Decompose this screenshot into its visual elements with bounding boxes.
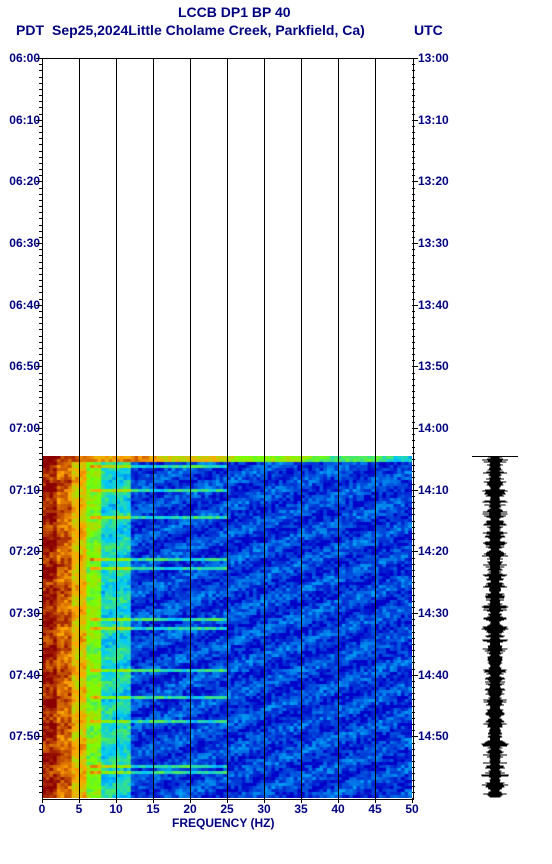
x-tick-label: 0: [32, 802, 52, 816]
x-tick-label: 20: [180, 802, 200, 816]
y-left-tick-label: 06:40: [0, 298, 40, 312]
y-right-tick-label: 14:20: [418, 544, 458, 558]
y-left-tick-label: 07:20: [0, 544, 40, 558]
chart-title-tz-left: PDT: [16, 22, 44, 38]
y-left-tick-label: 07:50: [0, 729, 40, 743]
y-left-tick-label: 07:30: [0, 606, 40, 620]
y-left-tick-label: 07:10: [0, 483, 40, 497]
chart-title-tz-right: UTC: [414, 22, 443, 38]
spectrogram-plot-area: [42, 58, 414, 800]
x-tick-label: 15: [143, 802, 163, 816]
x-tick-label: 45: [365, 802, 385, 816]
y-right-tick-label: 13:00: [418, 51, 458, 65]
chart-title-location: Sep25,2024Little Cholame Creek, Parkfiel…: [52, 22, 365, 38]
y-right-tick-label: 13:20: [418, 174, 458, 188]
waveform-trace: [480, 456, 510, 798]
y-left-tick-label: 06:30: [0, 236, 40, 250]
y-right-tick-label: 14:10: [418, 483, 458, 497]
y-right-tick-label: 13:50: [418, 359, 458, 373]
y-right-tick-label: 14:00: [418, 421, 458, 435]
x-tick-label: 25: [217, 802, 237, 816]
y-left-tick-label: 07:40: [0, 668, 40, 682]
x-tick-label: 10: [106, 802, 126, 816]
x-tick-label: 40: [328, 802, 348, 816]
y-right-tick-label: 13:30: [418, 236, 458, 250]
x-axis-label: FREQUENCY (HZ): [172, 816, 274, 830]
y-left-tick-label: 06:20: [0, 174, 40, 188]
x-tick-label: 35: [291, 802, 311, 816]
y-right-tick-label: 14:40: [418, 668, 458, 682]
y-right-tick-label: 13:10: [418, 113, 458, 127]
y-left-tick-label: 07:00: [0, 421, 40, 435]
y-left-tick-label: 06:50: [0, 359, 40, 373]
x-tick-label: 5: [69, 802, 89, 816]
x-tick-label: 30: [254, 802, 274, 816]
y-right-tick-label: 14:30: [418, 606, 458, 620]
y-left-tick-label: 06:00: [0, 51, 40, 65]
y-right-tick-label: 13:40: [418, 298, 458, 312]
spectrogram-container: LCCB DP1 BP 40 PDT Sep25,2024Little Chol…: [0, 0, 552, 864]
y-left-tick-label: 06:10: [0, 113, 40, 127]
x-tick-label: 50: [402, 802, 422, 816]
y-right-tick-label: 14:50: [418, 729, 458, 743]
chart-title-line1: LCCB DP1 BP 40: [178, 4, 291, 20]
